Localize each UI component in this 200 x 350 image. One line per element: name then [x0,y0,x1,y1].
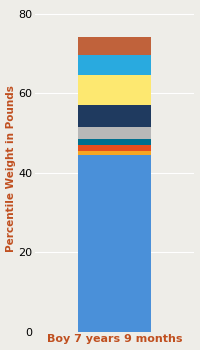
Y-axis label: Percentile Weight in Pounds: Percentile Weight in Pounds [6,85,16,252]
Bar [78,127,151,139]
Bar [78,55,151,75]
Bar [78,139,151,145]
Bar [78,75,151,105]
Bar [78,105,151,127]
Bar [78,145,151,151]
Bar [78,37,151,55]
Bar [78,155,151,332]
Bar [78,151,151,155]
